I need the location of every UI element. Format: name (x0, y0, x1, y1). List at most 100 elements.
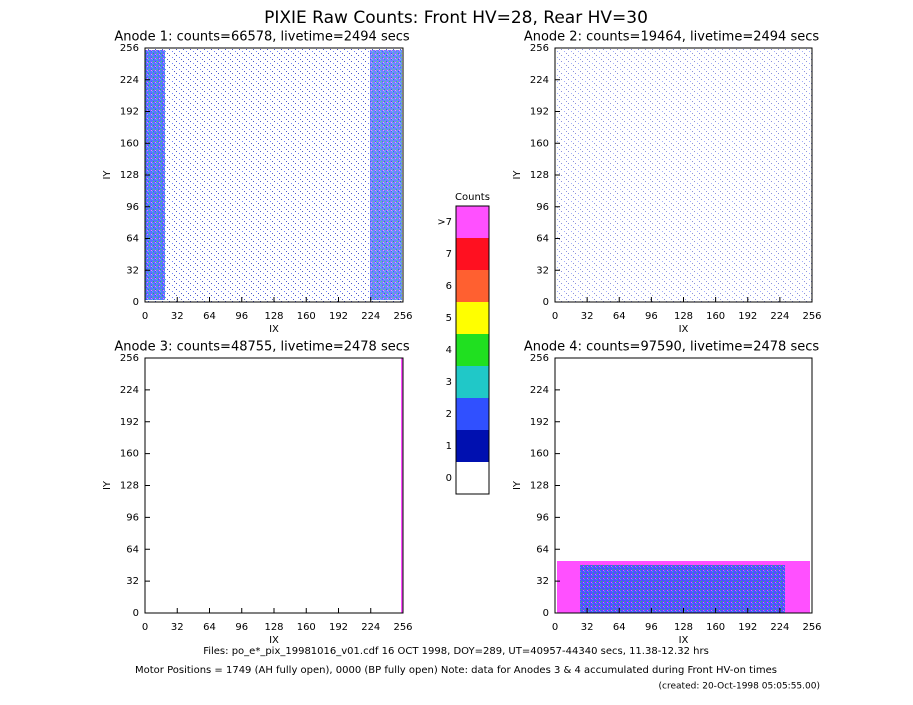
y-tick-label: 32 (536, 576, 549, 587)
y-tick-label: 64 (536, 234, 549, 245)
y-tick-label: 192 (530, 107, 549, 118)
x-tick-label: 256 (393, 311, 412, 322)
y-axis-label: IY (102, 480, 113, 490)
x-tick-label: 224 (770, 311, 789, 322)
y-tick-label: 96 (126, 202, 139, 213)
y-tick-label: 128 (530, 170, 549, 181)
x-tick-label: 128 (264, 311, 283, 322)
x-tick-label: 32 (581, 622, 594, 633)
x-axis-label: IX (679, 635, 689, 646)
y-tick-label: 128 (530, 481, 549, 492)
colorbar-title: Counts (455, 192, 490, 203)
x-tick-label: 32 (581, 311, 594, 322)
colorbar-label: 6 (446, 281, 452, 292)
x-tick-label: 224 (361, 311, 380, 322)
footer-line: Motor Positions = 1749 (AH fully open), … (135, 665, 777, 676)
x-tick-label: 160 (706, 622, 725, 633)
colorbar-label: 1 (446, 441, 452, 452)
colorbar-swatch (456, 334, 489, 366)
y-tick-label: 32 (126, 576, 139, 587)
colorbar-label: 2 (446, 409, 452, 420)
x-tick-label: 96 (645, 622, 658, 633)
x-tick-label: 192 (329, 311, 348, 322)
x-tick-label: 0 (142, 622, 148, 633)
x-tick-label: 64 (613, 311, 626, 322)
y-tick-label: 160 (530, 449, 549, 460)
y-axis-label: IY (512, 480, 523, 490)
y-tick-label: 224 (530, 385, 549, 396)
x-tick-label: 160 (297, 311, 316, 322)
panel-title: Anode 1: counts=66578, livetime=2494 sec… (114, 30, 410, 45)
x-tick-label: 128 (264, 622, 283, 633)
footer-line: Files: po_e*_pix_19981016_v01.cdf 16 OCT… (203, 646, 709, 657)
x-tick-label: 64 (203, 622, 216, 633)
x-tick-label: 32 (171, 311, 184, 322)
colorbar-label: 7 (446, 249, 452, 260)
x-tick-label: 32 (171, 622, 184, 633)
x-tick-label: 192 (738, 622, 757, 633)
colorbar-swatch (456, 206, 489, 238)
y-axis-label: IY (512, 170, 523, 180)
x-tick-label: 128 (674, 622, 693, 633)
y-tick-label: 64 (126, 234, 139, 245)
y-tick-label: 192 (530, 417, 549, 428)
y-tick-label: 192 (120, 417, 139, 428)
x-tick-label: 64 (613, 622, 626, 633)
y-tick-label: 192 (120, 107, 139, 118)
x-tick-label: 160 (297, 622, 316, 633)
x-tick-label: 96 (645, 311, 658, 322)
y-tick-label: 32 (536, 265, 549, 276)
y-tick-label: 64 (126, 544, 139, 555)
colorbar-swatch (456, 430, 489, 462)
x-tick-label: 160 (706, 311, 725, 322)
y-tick-label: 160 (530, 138, 549, 149)
panel-title: Anode 4: counts=97590, livetime=2478 sec… (524, 340, 820, 355)
y-tick-label: 0 (133, 297, 139, 308)
colorbar-swatch (456, 366, 489, 398)
colorbar-swatch (456, 238, 489, 270)
x-tick-label: 224 (770, 622, 789, 633)
panel-title: Anode 2: counts=19464, livetime=2494 sec… (524, 30, 820, 45)
y-tick-label: 128 (120, 170, 139, 181)
colorbar-label: 4 (446, 345, 452, 356)
y-tick-label: 64 (536, 544, 549, 555)
x-tick-label: 96 (235, 622, 248, 633)
y-tick-label: 32 (126, 265, 139, 276)
y-tick-label: 256 (120, 43, 139, 54)
y-tick-label: 160 (120, 138, 139, 149)
colorbar-label: >7 (437, 217, 452, 228)
colorbar-label: 3 (446, 377, 452, 388)
y-tick-label: 224 (120, 385, 139, 396)
colorbar-swatch (456, 398, 489, 430)
x-tick-label: 128 (674, 311, 693, 322)
y-tick-label: 96 (536, 202, 549, 213)
colorbar-label: 0 (446, 473, 452, 484)
x-axis-label: IX (269, 324, 279, 335)
y-tick-label: 224 (120, 75, 139, 86)
colorbar-swatch (456, 302, 489, 334)
y-tick-label: 0 (543, 297, 549, 308)
x-tick-label: 0 (142, 311, 148, 322)
y-tick-label: 128 (120, 481, 139, 492)
y-tick-label: 96 (536, 512, 549, 523)
x-tick-label: 192 (738, 311, 757, 322)
y-axis-label: IY (102, 170, 113, 180)
x-tick-label: 0 (552, 622, 558, 633)
plot-frame (144, 357, 404, 614)
x-tick-label: 256 (393, 622, 412, 633)
y-tick-label: 160 (120, 449, 139, 460)
colorbar-label: 5 (446, 313, 452, 324)
panel-title: Anode 3: counts=48755, livetime=2478 sec… (114, 340, 410, 355)
colorbar-swatch (456, 462, 489, 494)
y-tick-label: 0 (543, 608, 549, 619)
y-tick-label: 256 (530, 353, 549, 364)
colorbar-frame (455, 205, 490, 495)
x-tick-label: 64 (203, 311, 216, 322)
x-tick-label: 0 (552, 311, 558, 322)
texture (145, 48, 812, 613)
page-title: PIXIE Raw Counts: Front HV=28, Rear HV=3… (264, 8, 648, 28)
x-tick-label: 256 (802, 311, 821, 322)
y-tick-label: 256 (120, 353, 139, 364)
x-tick-label: 96 (235, 311, 248, 322)
